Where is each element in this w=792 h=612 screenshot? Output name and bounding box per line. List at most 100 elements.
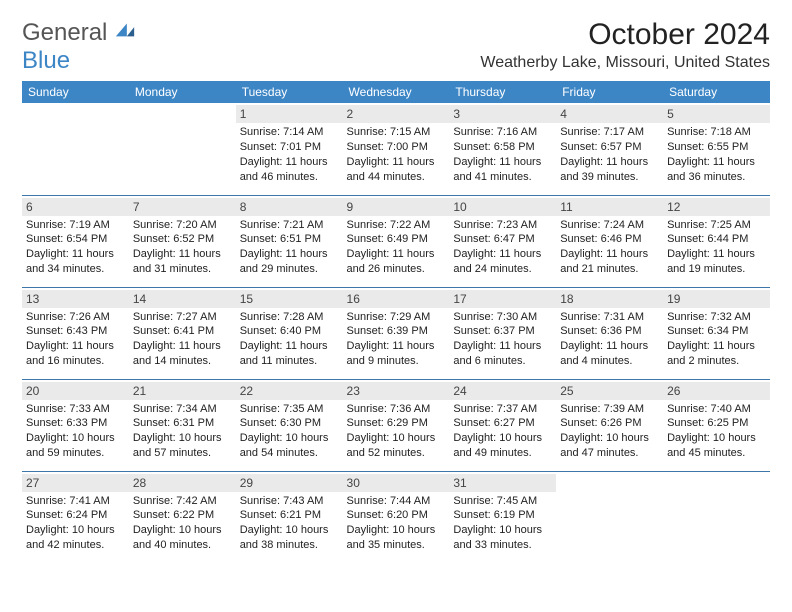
day-number: 4	[556, 105, 663, 123]
day-info: Sunrise: 7:27 AMSunset: 6:41 PMDaylight:…	[133, 310, 232, 369]
calendar-cell: 7 Sunrise: 7:20 AMSunset: 6:52 PMDaylight…	[129, 195, 236, 287]
day-info: Sunrise: 7:41 AMSunset: 6:24 PMDaylight:…	[26, 494, 125, 553]
weekday-header: Thursday	[449, 81, 556, 103]
day-number: 14	[129, 290, 236, 308]
logo-mark-icon	[114, 18, 136, 40]
day-info: Sunrise: 7:20 AMSunset: 6:52 PMDaylight:…	[133, 218, 232, 277]
calendar-cell: 4 Sunrise: 7:17 AMSunset: 6:57 PMDaylight…	[556, 103, 663, 195]
calendar-cell: 11 Sunrise: 7:24 AMSunset: 6:46 PMDayligh…	[556, 195, 663, 287]
title-block: October 2024 Weatherby Lake, Missouri, U…	[480, 18, 770, 72]
calendar-cell-empty	[663, 471, 770, 563]
calendar-row: 20Sunrise: 7:33 AMSunset: 6:33 PMDayligh…	[22, 379, 770, 471]
calendar-cell: 14 Sunrise: 7:27 AMSunset: 6:41 PMDayligh…	[129, 287, 236, 379]
weekday-header: Tuesday	[236, 81, 343, 103]
calendar-cell: 28 Sunrise: 7:42 AMSunset: 6:22 PMDayligh…	[129, 471, 236, 563]
day-info: Sunrise: 7:24 AMSunset: 6:46 PMDaylight:…	[560, 218, 659, 277]
day-number: 8	[236, 198, 343, 216]
day-number: 11	[556, 198, 663, 216]
day-info: Sunrise: 7:23 AMSunset: 6:47 PMDaylight:…	[453, 218, 552, 277]
logo-general: General	[22, 19, 107, 46]
calendar-cell-empty	[129, 103, 236, 195]
calendar-cell: 10 Sunrise: 7:23 AMSunset: 6:47 PMDayligh…	[449, 195, 556, 287]
day-number: 29	[236, 474, 343, 492]
calendar-cell: 16Sunrise: 7:29 AMSunset: 6:39 PMDayligh…	[343, 287, 450, 379]
calendar-cell: 21Sunrise: 7:34 AMSunset: 6:31 PMDayligh…	[129, 379, 236, 471]
day-number: 22	[236, 382, 343, 400]
calendar-body: 1 Sunrise: 7:14 AMSunset: 7:01 PMDaylight…	[22, 103, 770, 563]
calendar-cell: 8 Sunrise: 7:21 AMSunset: 6:51 PMDaylight…	[236, 195, 343, 287]
day-number: 13	[22, 290, 129, 308]
weekday-header: Sunday	[22, 81, 129, 103]
day-info: Sunrise: 7:44 AMSunset: 6:20 PMDaylight:…	[347, 494, 446, 553]
calendar-row: 1 Sunrise: 7:14 AMSunset: 7:01 PMDaylight…	[22, 103, 770, 195]
calendar-cell: 31Sunrise: 7:45 AMSunset: 6:19 PMDayligh…	[449, 471, 556, 563]
calendar-cell: 27 Sunrise: 7:41 AMSunset: 6:24 PMDayligh…	[22, 471, 129, 563]
weekday-header: Friday	[556, 81, 663, 103]
day-info: Sunrise: 7:21 AMSunset: 6:51 PMDaylight:…	[240, 218, 339, 277]
page-title: October 2024	[480, 18, 770, 52]
calendar-cell: 9 Sunrise: 7:22 AMSunset: 6:49 PMDaylight…	[343, 195, 450, 287]
calendar-cell: 6Sunrise: 7:19 AMSunset: 6:54 PMDaylight…	[22, 195, 129, 287]
day-info: Sunrise: 7:26 AMSunset: 6:43 PMDaylight:…	[26, 310, 125, 369]
header: General Blue October 2024 Weatherby Lake…	[22, 18, 770, 75]
weekday-header: Wednesday	[343, 81, 450, 103]
calendar-cell: 24 Sunrise: 7:37 AMSunset: 6:27 PMDayligh…	[449, 379, 556, 471]
calendar-row: 6Sunrise: 7:19 AMSunset: 6:54 PMDaylight…	[22, 195, 770, 287]
day-number: 21	[129, 382, 236, 400]
calendar-cell: 22Sunrise: 7:35 AMSunset: 6:30 PMDayligh…	[236, 379, 343, 471]
day-number: 24	[449, 382, 556, 400]
calendar-cell: 23 Sunrise: 7:36 AMSunset: 6:29 PMDayligh…	[343, 379, 450, 471]
calendar-cell: 26Sunrise: 7:40 AMSunset: 6:25 PMDayligh…	[663, 379, 770, 471]
logo-text-wrap: General Blue	[22, 18, 136, 75]
day-info: Sunrise: 7:29 AMSunset: 6:39 PMDaylight:…	[347, 310, 446, 369]
day-info: Sunrise: 7:32 AMSunset: 6:34 PMDaylight:…	[667, 310, 766, 369]
calendar-cell: 2 Sunrise: 7:15 AMSunset: 7:00 PMDaylight…	[343, 103, 450, 195]
day-info: Sunrise: 7:22 AMSunset: 6:49 PMDaylight:…	[347, 218, 446, 277]
day-info: Sunrise: 7:17 AMSunset: 6:57 PMDaylight:…	[560, 125, 659, 184]
day-number: 9	[343, 198, 450, 216]
calendar-cell: 1 Sunrise: 7:14 AMSunset: 7:01 PMDaylight…	[236, 103, 343, 195]
logo: General Blue	[22, 18, 136, 75]
day-number: 2	[343, 105, 450, 123]
calendar-cell: 17 Sunrise: 7:30 AMSunset: 6:37 PMDayligh…	[449, 287, 556, 379]
calendar-table: SundayMondayTuesdayWednesdayThursdayFrid…	[22, 81, 770, 563]
day-number: 31	[449, 474, 556, 492]
day-info: Sunrise: 7:15 AMSunset: 7:00 PMDaylight:…	[347, 125, 446, 184]
calendar-head: SundayMondayTuesdayWednesdayThursdayFrid…	[22, 81, 770, 103]
calendar-cell: 3Sunrise: 7:16 AMSunset: 6:58 PMDaylight…	[449, 103, 556, 195]
day-number: 17	[449, 290, 556, 308]
day-info: Sunrise: 7:37 AMSunset: 6:27 PMDaylight:…	[453, 402, 552, 461]
day-number: 27	[22, 474, 129, 492]
day-info: Sunrise: 7:33 AMSunset: 6:33 PMDaylight:…	[26, 402, 125, 461]
day-info: Sunrise: 7:36 AMSunset: 6:29 PMDaylight:…	[347, 402, 446, 461]
day-number: 12	[663, 198, 770, 216]
day-info: Sunrise: 7:19 AMSunset: 6:54 PMDaylight:…	[26, 218, 125, 277]
weekday-header: Saturday	[663, 81, 770, 103]
day-number: 5	[663, 105, 770, 123]
day-info: Sunrise: 7:42 AMSunset: 6:22 PMDaylight:…	[133, 494, 232, 553]
day-info: Sunrise: 7:14 AMSunset: 7:01 PMDaylight:…	[240, 125, 339, 184]
day-info: Sunrise: 7:18 AMSunset: 6:55 PMDaylight:…	[667, 125, 766, 184]
calendar-cell-empty	[556, 471, 663, 563]
day-number: 23	[343, 382, 450, 400]
day-number: 7	[129, 198, 236, 216]
day-number: 18	[556, 290, 663, 308]
day-info: Sunrise: 7:39 AMSunset: 6:26 PMDaylight:…	[560, 402, 659, 461]
calendar-cell: 20Sunrise: 7:33 AMSunset: 6:33 PMDayligh…	[22, 379, 129, 471]
day-number: 28	[129, 474, 236, 492]
calendar-cell: 5 Sunrise: 7:18 AMSunset: 6:55 PMDaylight…	[663, 103, 770, 195]
calendar-cell-empty	[22, 103, 129, 195]
calendar-cell: 18 Sunrise: 7:31 AMSunset: 6:36 PMDayligh…	[556, 287, 663, 379]
calendar-cell: 12 Sunrise: 7:25 AMSunset: 6:44 PMDayligh…	[663, 195, 770, 287]
day-info: Sunrise: 7:25 AMSunset: 6:44 PMDaylight:…	[667, 218, 766, 277]
calendar-cell: 13 Sunrise: 7:26 AMSunset: 6:43 PMDayligh…	[22, 287, 129, 379]
day-number: 3	[449, 105, 556, 123]
day-number: 30	[343, 474, 450, 492]
day-info: Sunrise: 7:30 AMSunset: 6:37 PMDaylight:…	[453, 310, 552, 369]
day-info: Sunrise: 7:31 AMSunset: 6:36 PMDaylight:…	[560, 310, 659, 369]
calendar-cell: 30 Sunrise: 7:44 AMSunset: 6:20 PMDayligh…	[343, 471, 450, 563]
day-number: 25	[556, 382, 663, 400]
calendar-cell: 15Sunrise: 7:28 AMSunset: 6:40 PMDayligh…	[236, 287, 343, 379]
day-number: 1	[236, 105, 343, 123]
day-number: 10	[449, 198, 556, 216]
